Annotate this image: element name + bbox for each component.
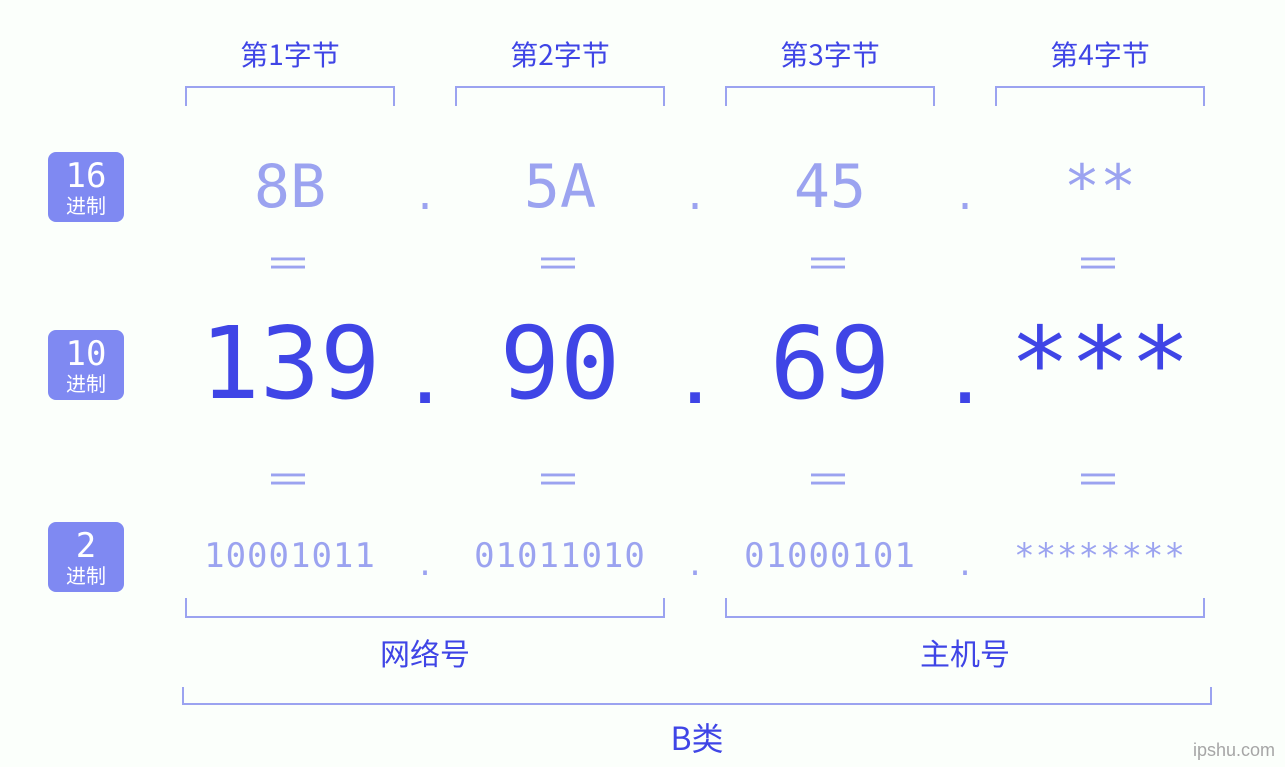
- byte-bracket-1: [185, 86, 395, 106]
- dec-dot-1: .: [400, 348, 450, 418]
- bin-byte-2: 01011010: [430, 536, 690, 576]
- hex-byte-3: 45: [700, 152, 960, 222]
- bin-byte-4: ********: [970, 536, 1230, 576]
- network-group-label: 网络号: [185, 630, 665, 674]
- equals-dec-bin-1: ‖: [270, 459, 310, 499]
- equals-hex-dec-4: ‖: [1080, 243, 1120, 283]
- hex-byte-4: **: [970, 152, 1230, 222]
- equals-dec-bin-4: ‖: [1080, 459, 1120, 499]
- dec-byte-3: 69: [690, 305, 970, 422]
- dec-dot-2: .: [670, 348, 720, 418]
- host-group-bracket: [725, 598, 1205, 618]
- radix-badge-dec-number: 10: [66, 337, 107, 373]
- radix-badge-hex: 16进制: [48, 152, 124, 222]
- radix-badge-dec-unit: 进制: [66, 372, 106, 393]
- radix-badge-bin-unit: 进制: [66, 564, 106, 585]
- radix-badge-bin-number: 2: [76, 529, 96, 565]
- hex-byte-1: 8B: [160, 152, 420, 222]
- byte-bracket-4: [995, 86, 1205, 106]
- equals-hex-dec-1: ‖: [270, 243, 310, 283]
- equals-dec-bin-2: ‖: [540, 459, 580, 499]
- ip-diagram: 第1字节第2字节第3字节第4字节16进制10进制2进制8B5A45**...‖‖…: [0, 0, 1285, 767]
- bin-byte-3: 01000101: [700, 536, 960, 576]
- class-label: B类: [182, 714, 1212, 760]
- equals-hex-dec-2: ‖: [540, 243, 580, 283]
- dec-byte-2: 90: [420, 305, 700, 422]
- dec-dot-3: .: [940, 348, 990, 418]
- equals-dec-bin-3: ‖: [810, 459, 850, 499]
- bin-dot-3: .: [950, 548, 980, 583]
- byte-bracket-3: [725, 86, 935, 106]
- byte-bracket-2: [455, 86, 665, 106]
- dec-byte-1: 139: [150, 305, 430, 422]
- hex-dot-2: .: [675, 173, 715, 219]
- hex-dot-1: .: [405, 173, 445, 219]
- equals-hex-dec-3: ‖: [810, 243, 850, 283]
- radix-badge-dec: 10进制: [48, 330, 124, 400]
- network-group-bracket: [185, 598, 665, 618]
- bin-dot-2: .: [680, 548, 710, 583]
- hex-dot-3: .: [945, 173, 985, 219]
- radix-badge-hex-unit: 进制: [66, 194, 106, 215]
- radix-badge-hex-number: 16: [66, 159, 107, 195]
- byte-label-2: 第2字节: [460, 34, 660, 74]
- class-bracket: [182, 687, 1212, 705]
- dec-byte-4: ***: [960, 305, 1240, 422]
- host-group-label: 主机号: [725, 630, 1205, 674]
- watermark: ipshu.com: [1193, 740, 1275, 761]
- byte-label-1: 第1字节: [190, 34, 390, 74]
- bin-dot-1: .: [410, 548, 440, 583]
- byte-label-3: 第3字节: [730, 34, 930, 74]
- radix-badge-bin: 2进制: [48, 522, 124, 592]
- bin-byte-1: 10001011: [160, 536, 420, 576]
- hex-byte-2: 5A: [430, 152, 690, 222]
- byte-label-4: 第4字节: [1000, 34, 1200, 74]
